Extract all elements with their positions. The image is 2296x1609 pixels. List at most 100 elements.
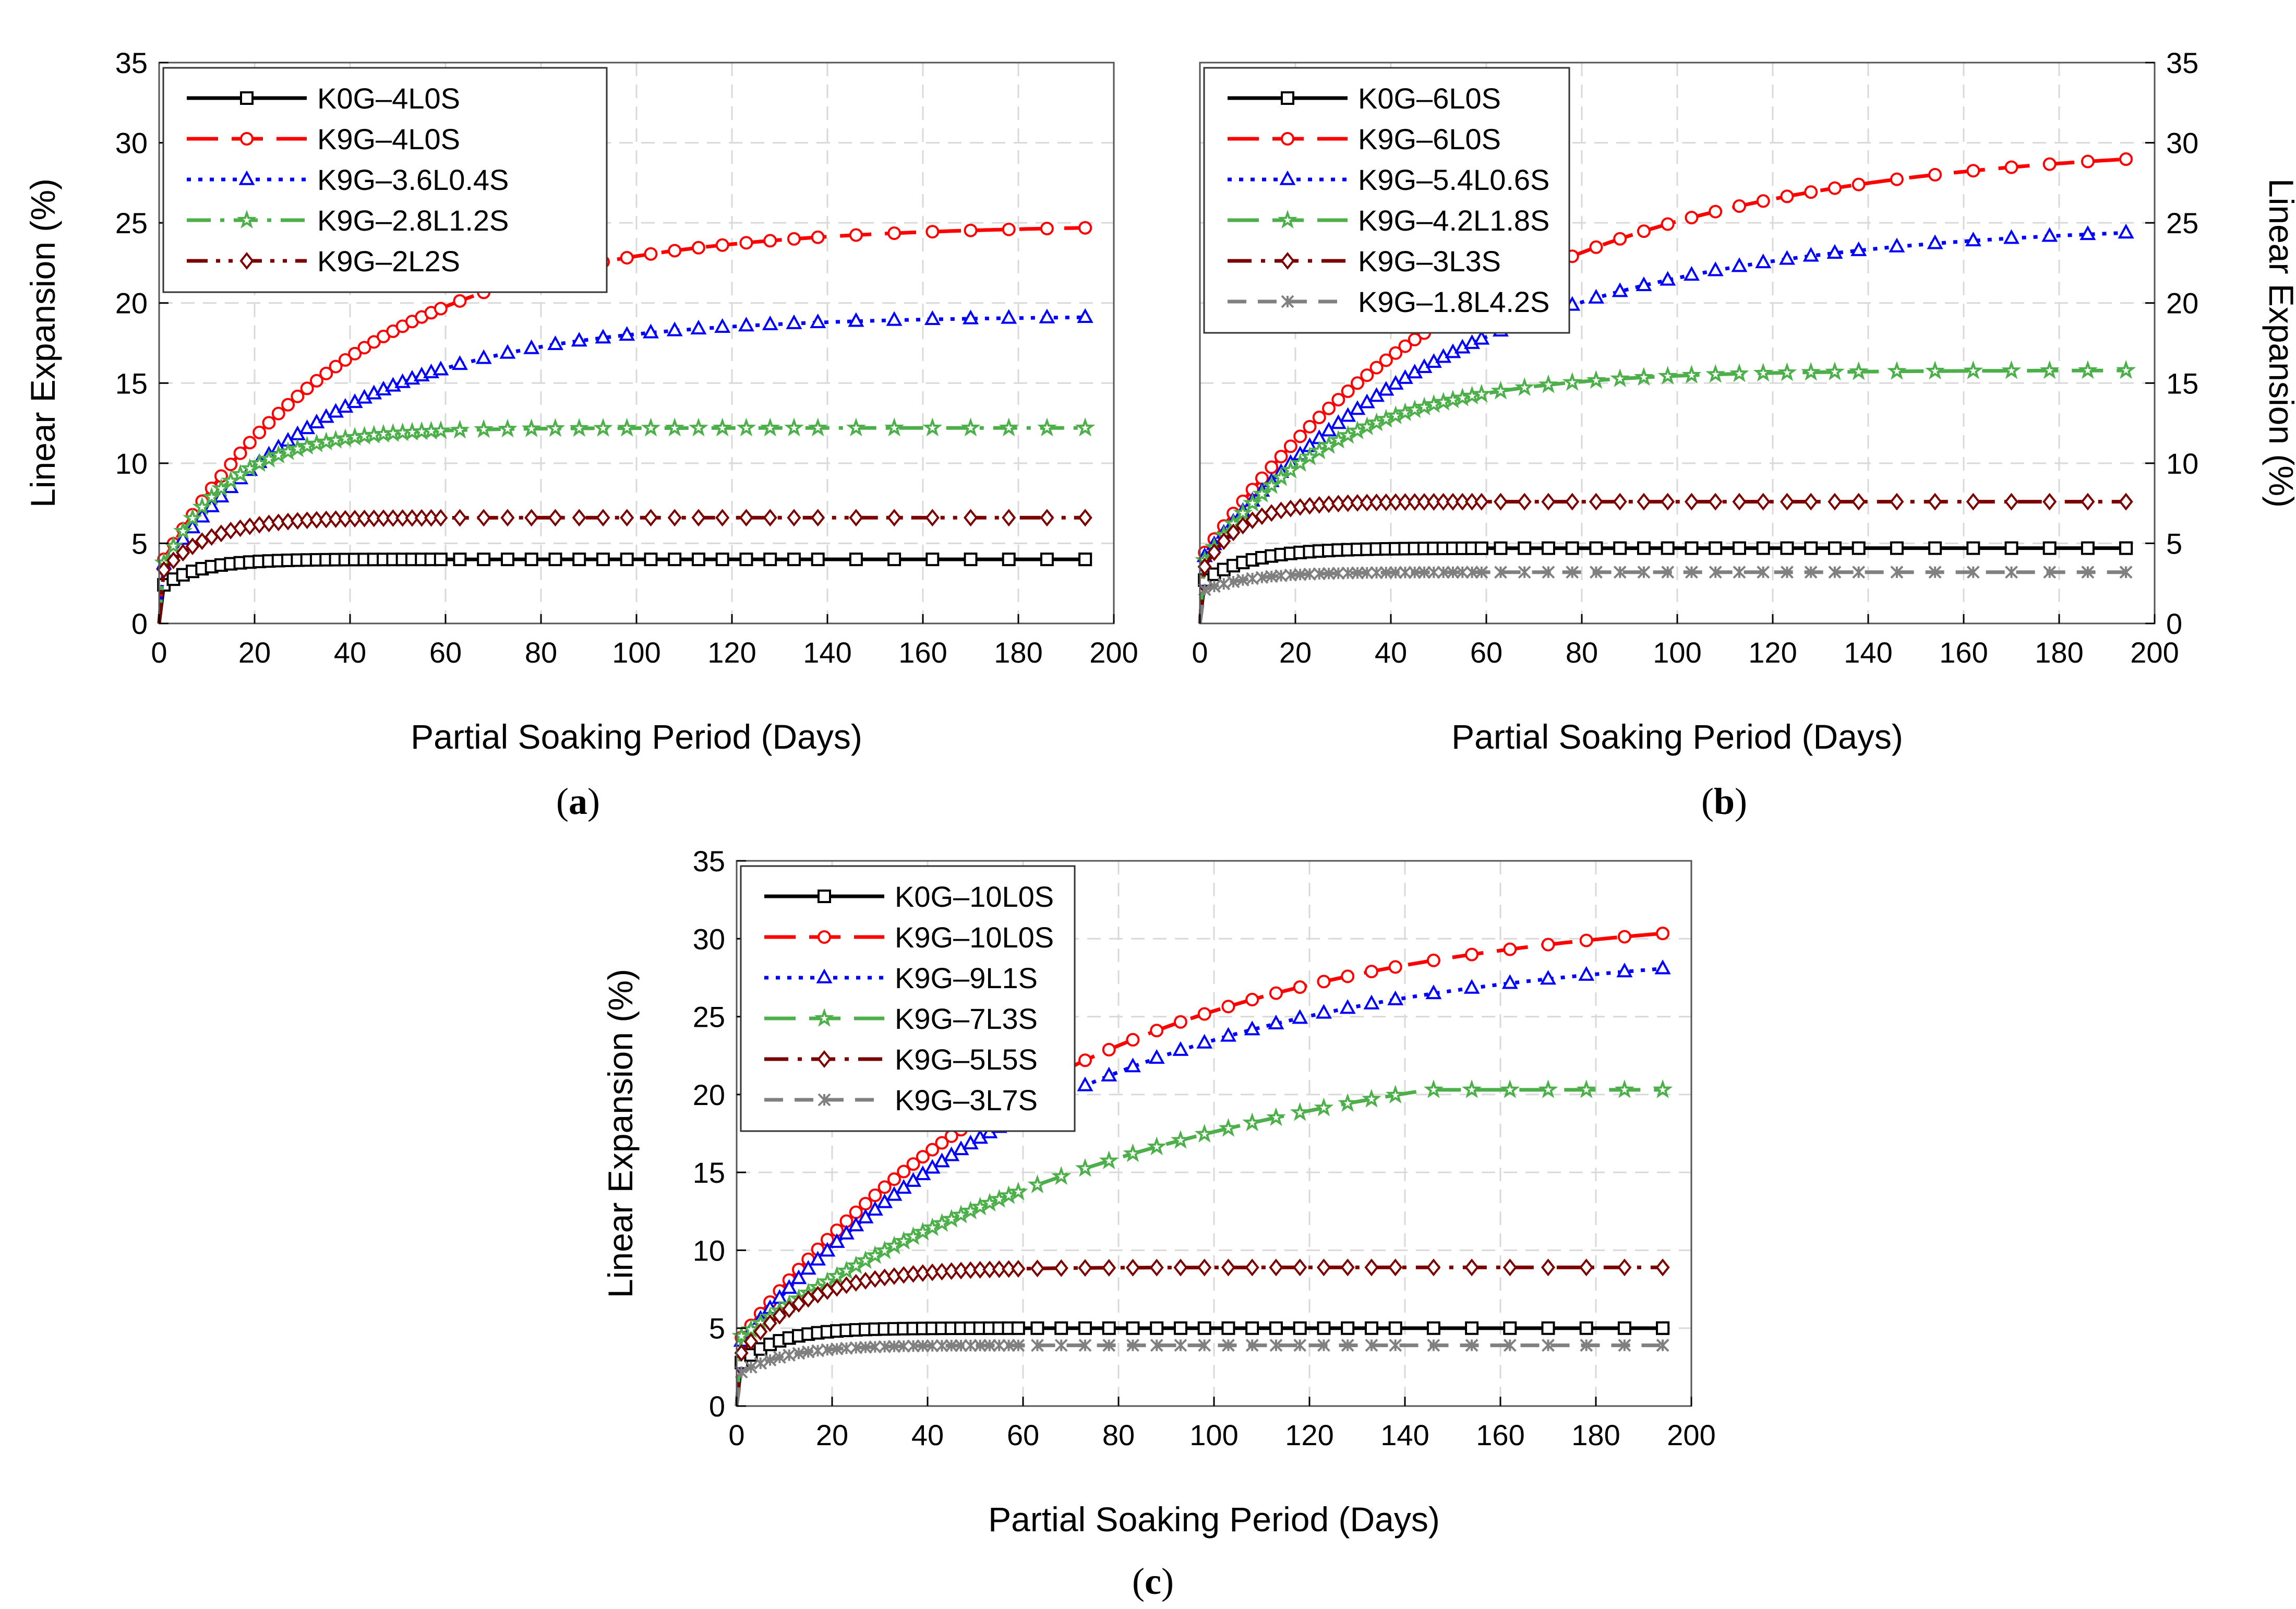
marker-circle	[1281, 132, 1294, 146]
marker-triangle	[1220, 1027, 1236, 1042]
marker-x	[1427, 566, 1440, 579]
marker-diamond	[1780, 493, 1795, 511]
marker-star	[865, 1245, 885, 1264]
marker-square	[1656, 1321, 1670, 1335]
series-K9G–3.6L0.4S	[155, 308, 1093, 624]
marker-circle	[691, 241, 705, 255]
marker-diamond	[1217, 532, 1231, 550]
marker-diamond	[434, 509, 448, 527]
series-group	[1195, 152, 2136, 624]
marker-x	[1303, 567, 1316, 581]
marker-diamond	[887, 509, 901, 527]
marker-star	[450, 419, 470, 439]
marker-diamond	[357, 509, 372, 527]
x-tick-label: 0	[728, 1419, 744, 1451]
marker-triangle	[1826, 244, 1843, 259]
marker-x	[1012, 1339, 1025, 1352]
marker-triangle	[2118, 223, 2134, 239]
marker-diamond	[548, 509, 563, 527]
marker-diamond	[1245, 1258, 1259, 1277]
marker-square	[240, 91, 254, 105]
marker-diamond	[1426, 493, 1441, 511]
marker-diamond	[1173, 1258, 1188, 1277]
marker-diamond	[849, 509, 863, 527]
marker-circle	[1078, 1053, 1092, 1067]
marker-circle	[1221, 1000, 1235, 1014]
marker-circle	[818, 930, 831, 944]
marker-diamond	[739, 509, 754, 527]
marker-square	[1040, 553, 1054, 567]
marker-diamond	[1030, 1259, 1045, 1278]
marker-triangle	[963, 309, 979, 325]
marker-triangle	[800, 1260, 816, 1275]
marker-star	[1319, 435, 1339, 454]
marker-diamond	[1565, 493, 1580, 511]
x-tick-label: 0	[1192, 636, 1208, 669]
marker-diamond	[1040, 509, 1054, 527]
marker-diamond	[1684, 493, 1699, 511]
marker-triangle	[1330, 414, 1347, 429]
marker-star	[846, 417, 866, 437]
marker-diamond	[1149, 1258, 1164, 1277]
marker-x	[1174, 1339, 1187, 1352]
marker-diamond	[1226, 523, 1241, 542]
marker-x	[1054, 1339, 1068, 1352]
marker-circle	[1579, 933, 1593, 947]
marker-circle	[925, 225, 940, 239]
marker-star	[1538, 374, 1558, 393]
marker-circle	[1541, 938, 1555, 952]
marker-star	[1123, 1143, 1143, 1162]
marker-triangle	[1315, 1004, 1332, 1019]
series-K9G–1.8L4.2S	[1198, 566, 2133, 624]
marker-circle	[453, 294, 467, 308]
y-tick-label: 5	[131, 527, 148, 560]
marker-circle	[2042, 157, 2057, 171]
marker-diamond	[290, 512, 305, 530]
marker-circle	[1613, 232, 1627, 246]
marker-x	[1494, 566, 1507, 579]
marker-square	[2119, 541, 2133, 555]
marker-circle	[329, 359, 343, 374]
marker-star	[569, 418, 590, 437]
series-line	[735, 1265, 1663, 1407]
legend-label: K0G–10L0S	[895, 880, 1054, 913]
marker-x	[1217, 577, 1231, 591]
marker-circle	[1369, 361, 1384, 375]
marker-square	[1293, 1321, 1307, 1335]
marker-circle	[1350, 376, 1364, 390]
marker-diamond	[982, 1260, 997, 1279]
marker-star	[1586, 370, 1606, 389]
marker-triangle	[432, 361, 449, 376]
marker-triangle	[1077, 308, 1093, 323]
marker-star	[1075, 417, 1095, 437]
marker-triangle	[714, 318, 731, 333]
panel-c: 0 20 40 60 80 100 120 140 160 180 200 0 5 10 15 20 25 30 3…	[601, 845, 1716, 1602]
series-line	[1198, 546, 2126, 624]
marker-square	[1756, 541, 1770, 555]
marker-circle	[1360, 368, 1374, 382]
marker-star	[1610, 368, 1630, 388]
x-tick-label: 140	[1380, 1419, 1429, 1451]
x-tick-label: 80	[1566, 636, 1598, 669]
marker-star	[1357, 416, 1377, 436]
x-axis: 0 20 40 60 80 100 120 140 160 180 200	[151, 614, 1138, 669]
marker-square	[887, 553, 901, 567]
marker-circle	[240, 132, 254, 146]
marker-x	[1208, 580, 1221, 593]
marker-circle	[1617, 930, 1631, 944]
x-tick-label: 200	[2130, 636, 2179, 669]
marker-triangle	[848, 1216, 864, 1232]
y-axis-label: Linear Expansion (%)	[2262, 178, 2296, 508]
marker-triangle	[886, 1186, 903, 1201]
marker-triangle	[238, 170, 255, 185]
marker-x	[1370, 566, 1383, 580]
marker-diamond	[1617, 1258, 1632, 1277]
marker-diamond	[367, 509, 381, 527]
marker-circle	[1852, 177, 1866, 191]
subfigure-label: (b)	[1701, 781, 1747, 822]
marker-diamond	[1341, 494, 1355, 512]
marker-diamond	[1316, 1258, 1331, 1277]
marker-circle	[935, 1136, 949, 1150]
marker-star	[941, 1209, 961, 1228]
marker-square	[1890, 541, 1904, 555]
